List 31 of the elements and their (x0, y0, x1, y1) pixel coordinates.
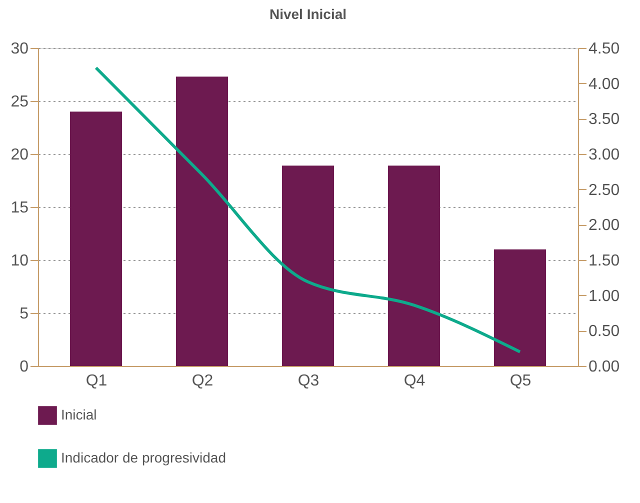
y2-tick-label: 0.50 (588, 323, 620, 340)
y2-tick-label: 4.50 (588, 40, 620, 58)
x-tick-label: Q3 (298, 372, 320, 390)
bar (70, 112, 122, 366)
bar (282, 166, 334, 366)
bar (494, 249, 546, 366)
y-tick-label: 5 (20, 306, 29, 322)
y2-tick-label: 1.50 (588, 252, 620, 270)
x-tick-label: Q5 (510, 372, 532, 390)
x-tick-label: Q4 (404, 372, 426, 390)
y2-tick-label: 0.00 (588, 358, 620, 376)
y-tick-label: 15 (10, 200, 29, 216)
legend-label: Inicial (61, 406, 97, 422)
y-tick-label: 20 (10, 146, 29, 164)
y-tick-label: 25 (10, 94, 29, 110)
x-tick-label: Q1 (86, 372, 108, 390)
y2-tick-label: 3.00 (588, 146, 620, 164)
y-tick-label: 30 (10, 40, 29, 58)
y2-tick-label: 2.00 (588, 217, 620, 234)
y2-tick-label: 3.50 (588, 111, 620, 128)
y2-tick-label: 2.50 (588, 182, 620, 199)
y-tick-label: 10 (10, 252, 29, 270)
y-tick-label: 0 (20, 358, 29, 376)
x-tick-label: Q2 (192, 372, 214, 390)
y2-tick-label: 4.00 (588, 76, 620, 93)
legend-label: Indicador de progresividad (61, 450, 226, 466)
bar (176, 76, 228, 366)
line-series (94, 66, 522, 354)
bar (388, 166, 440, 366)
chart-title: Nivel Inicial (269, 6, 347, 22)
y2-tick-label: 1.00 (588, 288, 620, 305)
